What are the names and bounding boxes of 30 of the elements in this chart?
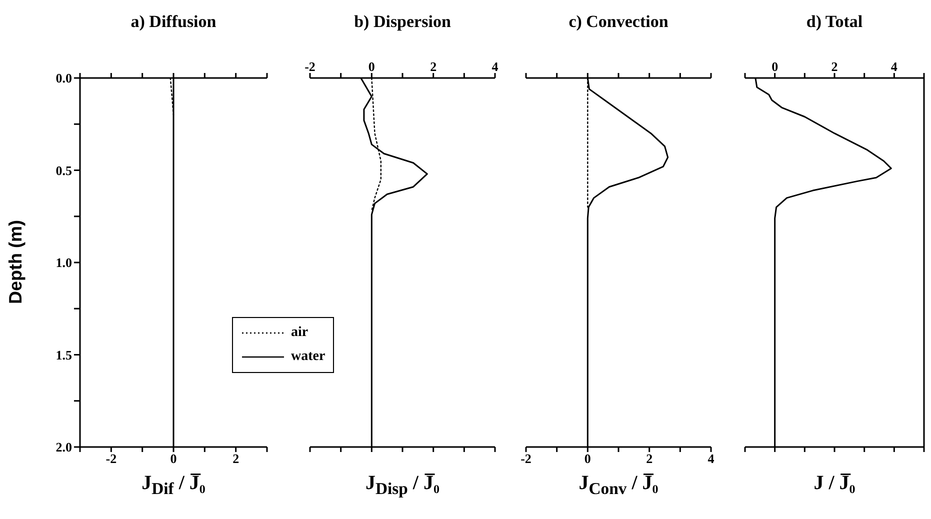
x-tick-label: 0 [584,451,591,466]
chart-title: b) Dispersion [353,12,452,32]
legend-label: air [291,325,308,341]
x-tick-label: 2 [646,451,653,466]
x-tick-label: 4 [890,59,898,74]
x-tick-label: 0 [368,59,375,74]
y-tick-label: 0.5 [56,162,72,178]
x-axis-title: J$_{Disp}$ / J̅₀ [364,472,440,499]
x-axis-title: J$_{Dif}$ / J̅₀ [140,472,206,499]
x-tick-label: -2 [304,59,316,74]
x-tick-label: -2 [520,451,532,466]
chart-title: c) Convection [568,12,670,32]
x-tick-label: 0 [772,59,778,74]
y-tick-label: 1.5 [56,347,72,362]
x-tick-label: 2 [430,59,437,74]
x-tick-label: 4 [708,451,715,466]
y-axis-title: Depth (m) [6,220,26,304]
x-tick-label: 4 [492,59,499,74]
x-tick-label: 0 [170,451,177,466]
y-tick-label: 0.0 [56,70,72,86]
y-tick-label: 2.0 [56,440,72,455]
x-tick-label: 2 [831,59,838,74]
x-axis-title: J$_{Conv}$ / J̅₀ [578,472,660,499]
y-tick-label: 1.0 [56,255,72,270]
x-axis-title: J / J̅₀ [812,472,856,495]
legend-label: water [291,349,326,365]
chart-title: d) Total [805,12,864,32]
x-tick-label: -2 [106,451,117,466]
chart-title: a) Diffusion [130,12,218,32]
x-tick-label: 2 [232,451,240,466]
